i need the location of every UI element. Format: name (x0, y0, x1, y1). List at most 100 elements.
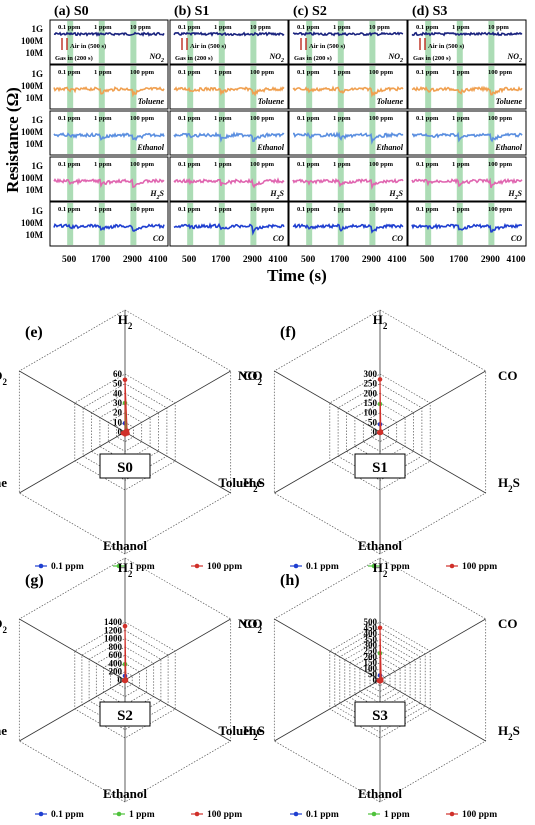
radar-tick-label: 500 (364, 617, 378, 627)
radar-tick-label: 400 (109, 658, 123, 668)
trace-line (292, 85, 404, 98)
legend-label: 0.1 ppm (306, 562, 339, 572)
trace-panel: 0.1 ppm 1 ppm 100 ppm CO (288, 201, 408, 247)
gas-label: Toluene (258, 97, 285, 106)
label-part: Ethanol (103, 786, 147, 801)
label-part: NO (268, 52, 281, 61)
concentration-label: 100 ppm (250, 206, 275, 213)
label-sub: 2 (253, 484, 258, 494)
label-sub: 2 (514, 195, 518, 201)
trace-panel: 0.1 ppm 1 ppm 100 ppm Toluene (169, 64, 289, 110)
label-part: Toluene (0, 475, 7, 490)
concentration-label: 0.1 ppm (416, 115, 439, 122)
concentration-label: 0.1 ppm (178, 206, 201, 213)
gas-label: NO2 (387, 52, 403, 64)
gas-label: H2S (269, 189, 284, 201)
radar-tick-label: 250 (364, 646, 378, 656)
legend-label: 100 ppm (207, 562, 242, 572)
label-sub: 2 (399, 58, 403, 64)
exposure-band (425, 21, 432, 63)
label-part: H (118, 560, 128, 575)
label-sub: 2 (258, 625, 263, 635)
label-part: CO (243, 368, 263, 383)
legend-marker (449, 563, 455, 569)
exposure-band (187, 203, 194, 245)
concentration-label: 0.1 ppm (58, 69, 81, 76)
gas-label: Toluene (138, 97, 165, 106)
exposure-band (187, 66, 194, 108)
exposure-band (369, 112, 376, 154)
radar-axis-label: Toluene (0, 475, 7, 490)
label-part: S (280, 189, 285, 198)
radar-tick-label: 800 (109, 642, 123, 652)
radar-spoke (274, 431, 381, 494)
radar-chart: (e)0102030405060H2COH2SEthanolTolueneNO2… (0, 309, 265, 572)
trace-line (53, 86, 165, 98)
trace-panel: 0.1 ppm 1 ppm 100 ppm Toluene (288, 64, 408, 110)
radar-tick-label: 0 (373, 675, 378, 685)
legend-marker (194, 563, 200, 569)
x-tick-label: 500 (62, 255, 77, 265)
label-part: CO (498, 616, 518, 631)
concentration-label: 1 ppm (452, 69, 470, 76)
exposure-band (337, 21, 344, 63)
exposure-band (98, 112, 105, 154)
gas-label: H2S (507, 189, 522, 201)
radar-spoke (19, 431, 126, 494)
radar-point (122, 677, 128, 683)
time-series-panels: Resistance (Ω) Time (s) (a) S0 (b) S1 (c) … (3, 4, 527, 285)
radar-point (377, 429, 383, 435)
radar-tick-label: 150 (364, 658, 378, 668)
radar-tick-label: 1000 (104, 634, 123, 644)
label-sub: 2 (156, 195, 160, 201)
concentration-label: 100 ppm (250, 69, 275, 76)
trace-panel: 0.1 ppm 1 ppm 10 ppm NO2 Air in (500 s) Gas i… (49, 19, 169, 65)
label-sub: 2 (128, 569, 133, 579)
exposure-band (218, 158, 225, 200)
label-part: H (373, 560, 383, 575)
label-part: Toluene (138, 97, 165, 106)
legend-label: 1 ppm (384, 810, 410, 820)
radar-tick-label: 0 (373, 427, 378, 437)
concentration-label: 1 ppm (94, 206, 112, 213)
label-sub: 2 (518, 58, 522, 64)
radar-tick-label: 1400 (104, 617, 123, 627)
radar-axis-label: NO2 (238, 368, 263, 387)
exposure-band (250, 112, 257, 154)
label-part: H (269, 189, 277, 198)
exposure-band (306, 203, 313, 245)
sample-box (354, 453, 406, 479)
y-axis-label: Resistance (Ω) (3, 87, 22, 193)
legend-marker (449, 811, 455, 817)
radar-axis-label: H2 (118, 560, 133, 579)
radar-tick-label: 300 (364, 640, 378, 650)
radar-spoke (379, 370, 486, 433)
label-part: NO (238, 616, 258, 631)
concentration-label: 1 ppm (333, 115, 351, 122)
trace-panel: 0.1 ppm 1 ppm 100 ppm Ethanol (169, 110, 289, 156)
radar-axis-label: H2S (243, 475, 265, 494)
label-sub: 2 (253, 732, 258, 742)
sample-label: S2 (117, 708, 133, 724)
radar-spoke (379, 431, 486, 494)
trace-panel: 0.1 ppm 1 ppm 100 ppm Ethanol (49, 110, 169, 156)
gas-label: NO2 (268, 52, 284, 64)
legend-marker (293, 563, 299, 569)
radar-tick-label: 200 (109, 667, 123, 677)
x-tick-label: 2900 (362, 255, 381, 265)
radar-spoke (19, 370, 126, 433)
trace-line (53, 131, 165, 142)
concentration-label: 1 ppm (94, 115, 112, 122)
concentration-label: 100 ppm (488, 69, 513, 76)
radar-point (377, 625, 383, 631)
concentration-label: 100 ppm (369, 69, 394, 76)
concentration-label: 0.1 ppm (178, 24, 201, 31)
y-tick-label: 10M (26, 230, 44, 240)
radar-tick-label: 1200 (104, 625, 123, 635)
exposure-band (369, 66, 376, 108)
concentration-label: 1 ppm (214, 115, 232, 122)
exposure-band (425, 66, 432, 108)
radar-tick-label: 10 (113, 417, 123, 427)
trace-line (53, 31, 165, 37)
concentration-label: 10 ppm (369, 24, 390, 31)
